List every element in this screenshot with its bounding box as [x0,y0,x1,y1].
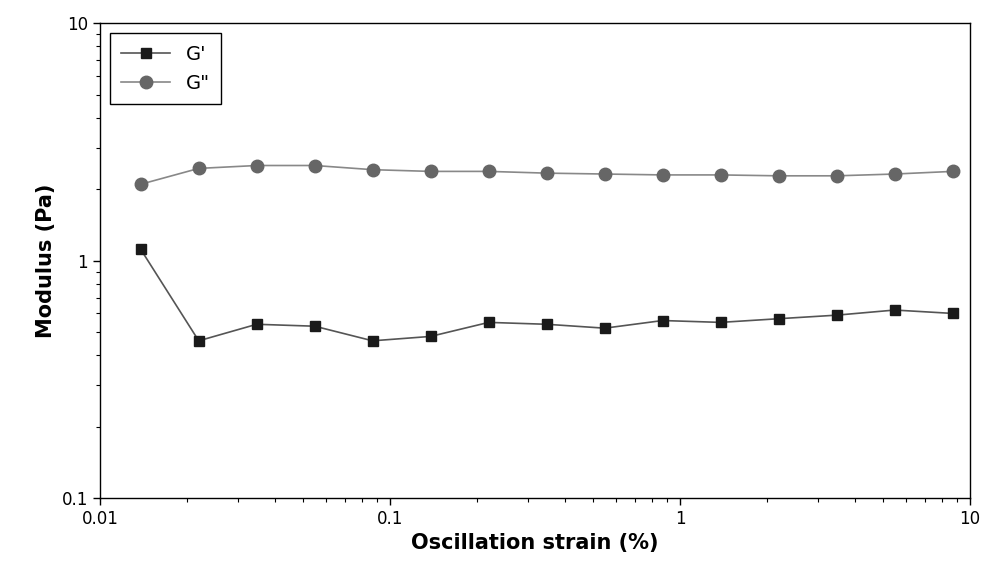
G' [483,319,495,326]
G' [947,310,959,317]
G" [135,181,147,188]
G" [889,171,901,178]
G' [193,338,205,345]
G' [367,338,379,345]
G" [251,162,263,169]
Y-axis label: Modulus (Pa): Modulus (Pa) [36,183,56,338]
G' [831,312,843,319]
G' [425,333,437,340]
X-axis label: Oscillation strain (%): Oscillation strain (%) [411,533,659,553]
G" [599,171,611,178]
G" [715,172,727,179]
G" [483,168,495,175]
Line: G": G" [134,159,959,190]
G" [425,168,437,175]
G' [251,321,263,328]
G' [715,319,727,326]
Legend: G', G": G', G" [110,33,221,104]
G' [889,306,901,314]
G" [773,172,785,179]
G" [541,169,553,176]
G' [599,325,611,332]
G" [309,162,321,169]
G" [193,165,205,172]
G' [135,246,147,253]
G' [309,323,321,330]
G' [541,321,553,328]
G" [367,166,379,173]
G" [657,172,669,179]
Line: G': G' [136,244,957,346]
G' [657,317,669,324]
G" [947,168,959,175]
G" [831,172,843,179]
G' [773,315,785,322]
